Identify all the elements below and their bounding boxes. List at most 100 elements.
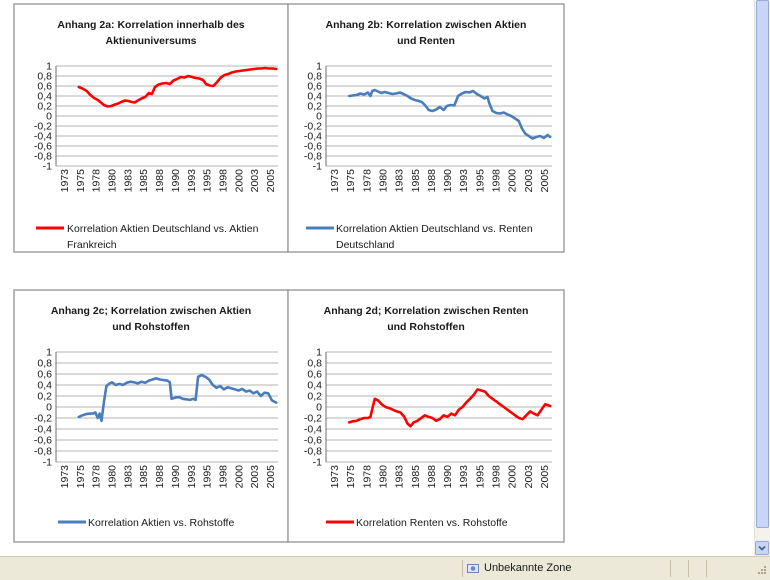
y-tick-label: 0,8 <box>307 358 322 370</box>
x-tick-label: 1995 <box>202 169 214 193</box>
chart-frame <box>13 3 289 253</box>
plot-area: 10,80,60,40,20-0,2-0,4-0,6-0,8-1 1973 1975… <box>34 347 278 489</box>
x-tick-label: 2005 <box>265 465 277 489</box>
zone-icon <box>467 564 479 573</box>
x-tick-label: 2003 <box>523 465 535 489</box>
x-tick-label: 1985 <box>138 465 150 489</box>
x-tick-label: 1975 <box>75 169 87 193</box>
chevron-down-icon <box>758 545 766 551</box>
x-tick-label: 1990 <box>442 169 454 193</box>
x-tick-label: 1998 <box>491 465 503 489</box>
y-tick-label: 0,2 <box>37 101 52 113</box>
x-tick-label: 2000 <box>233 169 245 193</box>
x-tick-label: 1975 <box>345 465 357 489</box>
x-tick-label: 1993 <box>458 169 470 193</box>
x-tick-label: 1990 <box>170 465 182 489</box>
status-divider <box>688 560 689 577</box>
y-tick-label: -0,2 <box>34 413 52 425</box>
x-tick-label: 1978 <box>91 465 103 489</box>
chart-title-line-1: Anhang 2c; Korrelation zwischen Aktien <box>51 305 251 317</box>
chart-panel-2d: Anhang 2d; Korrelation zwischen Renten u… <box>287 289 565 543</box>
x-tick-label: 1978 <box>361 465 373 489</box>
y-tick-label: -0,6 <box>34 141 52 153</box>
series-line <box>347 388 552 428</box>
legend-label-line-1: Korrelation Aktien vs. Rohstoffe <box>88 517 234 529</box>
y-tick-label: -1 <box>43 161 52 173</box>
y-tick-label: -0,8 <box>304 446 322 458</box>
scrollbar-track[interactable] <box>754 0 770 540</box>
x-tick-label: 1978 <box>91 169 103 193</box>
x-tick-label: 2000 <box>233 465 245 489</box>
x-tick-label: 1975 <box>75 465 87 489</box>
chart-title-line-2: und Rohstoffen <box>387 321 465 333</box>
x-tick-label: 1993 <box>186 465 198 489</box>
plot-area: 10,80,60,40,20-0,2-0,4-0,6-0,8-1 1973 1975… <box>304 61 552 193</box>
status-divider <box>706 560 707 577</box>
x-tick-label: 1998 <box>491 169 503 193</box>
y-tick-label: 0 <box>316 111 322 123</box>
chart-frame <box>13 289 289 543</box>
x-tick-label: 1978 <box>361 169 373 193</box>
chart-title-line-2: und Renten <box>397 35 455 47</box>
y-tick-label: -0,6 <box>304 141 322 153</box>
x-tick-label: 2003 <box>523 169 535 193</box>
x-tick-label: 1973 <box>59 169 71 193</box>
chart-frame <box>287 3 565 253</box>
y-tick-label: 0 <box>46 402 52 414</box>
security-zone-label: Unbekannte Zone <box>484 562 572 574</box>
legend-label-line-1: Korrelation Aktien Deutschland vs. Aktie… <box>67 223 259 235</box>
x-tick-label: 1983 <box>122 169 134 193</box>
chart-title-line-2: Aktienuniversums <box>105 35 196 47</box>
chart-title-line-1: Anhang 2d; Korrelation zwischen Renten <box>324 305 529 317</box>
x-tick-label: 1980 <box>378 169 390 193</box>
y-tick-label: 0 <box>316 402 322 414</box>
x-tick-label: 1988 <box>154 465 166 489</box>
y-tick-label: -0,8 <box>304 151 322 163</box>
scroll-down-button[interactable] <box>755 541 769 555</box>
y-tick-label: 0,2 <box>37 391 52 403</box>
scrollbar-thumb[interactable] <box>756 0 769 528</box>
legend-label-line-1: Korrelation Aktien Deutschland vs. Rente… <box>336 223 533 235</box>
x-tick-label: 1980 <box>107 465 119 489</box>
y-tick-label: -1 <box>313 457 322 469</box>
chart-title-line-2: und Rohstoffen <box>112 321 190 333</box>
y-tick-label: -0,4 <box>304 424 322 436</box>
chart-panel-2b: Anhang 2b: Korrelation zwischen Aktien u… <box>287 3 565 253</box>
status-divider <box>462 560 463 577</box>
x-tick-label: 1995 <box>202 465 214 489</box>
legend-label-line-1: Korrelation Renten vs. Rohstoffe <box>356 517 508 529</box>
x-tick-label: 1973 <box>329 169 341 193</box>
y-tick-label: 0,4 <box>37 91 52 103</box>
x-tick-label: 1983 <box>122 465 134 489</box>
y-tick-label: 0,6 <box>307 81 322 93</box>
legend-label-line-2: Deutschland <box>336 239 395 251</box>
y-tick-label: 1 <box>46 347 52 359</box>
x-tick-label: 2005 <box>265 169 277 193</box>
x-tick-label: 1990 <box>442 465 454 489</box>
vertical-scrollbar[interactable] <box>754 0 770 556</box>
y-tick-label: -0,6 <box>304 435 322 447</box>
y-tick-label: 1 <box>46 61 52 73</box>
y-tick-label: 0,2 <box>307 101 322 113</box>
x-tick-label: 1990 <box>170 169 182 193</box>
x-tick-label: 2003 <box>249 465 261 489</box>
resize-grip-icon[interactable] <box>755 565 767 577</box>
y-tick-label: -0,6 <box>34 435 52 447</box>
series-line <box>77 373 278 423</box>
y-tick-label: 0,4 <box>307 380 322 392</box>
x-tick-label: 1980 <box>378 465 390 489</box>
x-tick-label: 2005 <box>539 465 551 489</box>
chart-title-line-1: Anhang 2a: Korrelation innerhalb des <box>57 19 244 31</box>
x-tick-label: 1980 <box>107 169 119 193</box>
y-tick-label: -1 <box>43 457 52 469</box>
x-tick-label: 1973 <box>59 465 71 489</box>
y-tick-label: 0,8 <box>37 358 52 370</box>
y-tick-label: 0,4 <box>307 91 322 103</box>
chart-title-line-1: Anhang 2b: Korrelation zwischen Aktien <box>326 19 527 31</box>
status-bar: Unbekannte Zone <box>0 556 770 580</box>
chart-panel-2c: Anhang 2c; Korrelation zwischen Aktien u… <box>13 289 289 543</box>
y-tick-label: -0,8 <box>34 151 52 163</box>
x-tick-label: 1995 <box>474 465 486 489</box>
x-tick-label: 1993 <box>458 465 470 489</box>
